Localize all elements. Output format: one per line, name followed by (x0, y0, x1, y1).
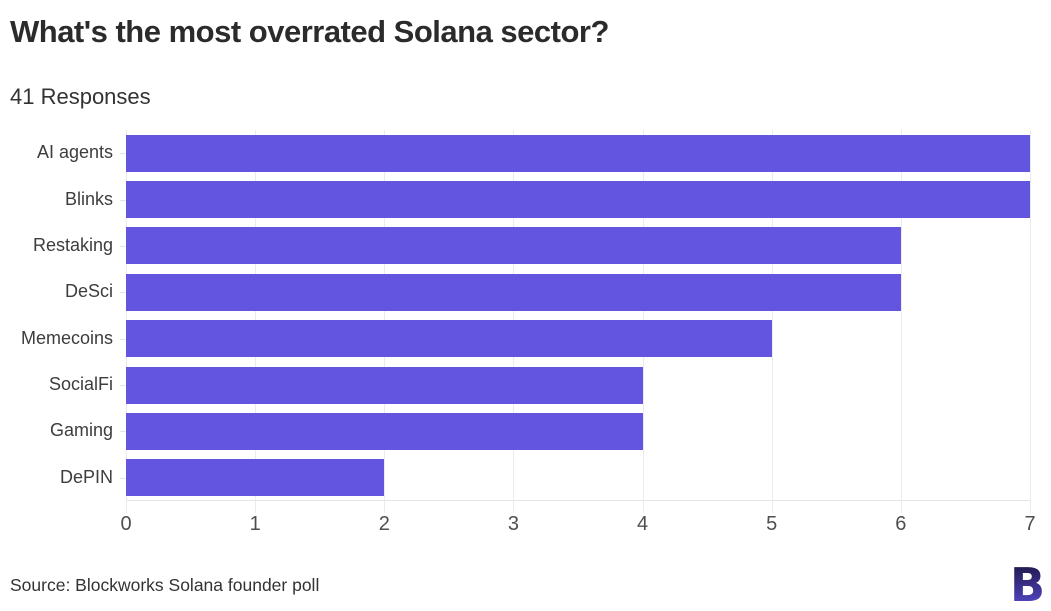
plot-area (126, 130, 1031, 513)
x-tick-label: 1 (249, 513, 261, 535)
y-tick-mark (120, 338, 126, 340)
y-tick-mark (120, 292, 126, 294)
blockworks-b-logo: B (1012, 561, 1044, 605)
x-axis-tick-labels: 0 1 2 3 4 5 6 7 (120, 513, 1035, 543)
category-label: AI agents (36, 142, 113, 163)
page-title: What's the most overrated Solana sector? (10, 14, 609, 49)
bar-restaking (126, 227, 901, 265)
category-label: DePIN (59, 466, 113, 487)
bar-blinks (126, 181, 1030, 219)
category-label: Memecoins (20, 327, 113, 348)
category-label: DeSci (64, 281, 113, 302)
x-tick-label: 6 (895, 513, 907, 535)
svg-text:B: B (1012, 561, 1044, 605)
y-axis-labels: AI agents Blinks Restaking DeSci Memecoins So… (0, 130, 113, 501)
category-label: Gaming (49, 420, 113, 441)
x-tick-label: 3 (507, 513, 519, 535)
bar-desci (126, 273, 901, 311)
y-tick-mark (120, 199, 126, 201)
bar-socialfi (126, 366, 643, 404)
gridline-x7 (1030, 130, 1031, 513)
y-tick-mark (120, 431, 126, 433)
x-tick-label: 2 (378, 513, 390, 535)
bar-gaming (126, 412, 643, 450)
category-label: Blinks (64, 188, 113, 209)
y-tick-mark (120, 153, 126, 155)
x-axis-line (126, 500, 1030, 501)
x-tick-label: 0 (120, 513, 132, 535)
y-tick-mark (120, 245, 126, 247)
y-tick-mark (120, 385, 126, 387)
gridline-x6 (900, 130, 902, 513)
bar-depin (126, 459, 385, 497)
x-tick-label: 7 (1024, 513, 1036, 535)
page-subtitle: 41 Responses (10, 84, 151, 109)
category-label: SocialFi (48, 374, 113, 395)
y-tick-mark (120, 477, 126, 479)
gridline-x5 (771, 130, 773, 513)
x-tick-label: 5 (766, 513, 778, 535)
category-label: Restaking (32, 234, 113, 255)
bar-memecoins (126, 320, 772, 358)
x-tick-label: 4 (637, 513, 649, 535)
source-text: Source: Blockworks Solana founder poll (10, 575, 320, 595)
bar-ai-agents (126, 134, 1030, 172)
